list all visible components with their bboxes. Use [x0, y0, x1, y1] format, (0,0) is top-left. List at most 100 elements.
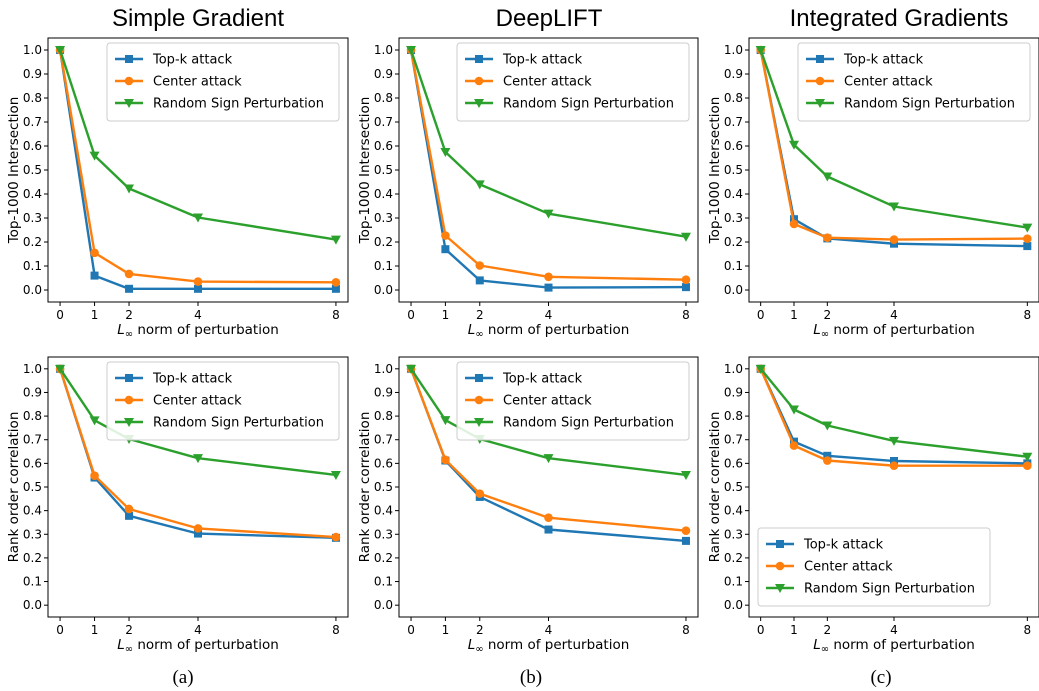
- data-point: [89, 416, 100, 426]
- data-point: [193, 213, 203, 223]
- data-point: [889, 436, 899, 446]
- caption-c: (c): [870, 667, 891, 688]
- x-tick-label: 8: [332, 623, 340, 637]
- y-tick-label: 0.6: [23, 139, 42, 153]
- y-tick-label: 0.6: [724, 139, 743, 153]
- y-tick-label: 0.0: [724, 598, 743, 612]
- y-tick-label: 0.9: [23, 67, 42, 81]
- data-point: [822, 172, 833, 182]
- data-point: [331, 284, 340, 293]
- x-tick-label: 1: [790, 308, 798, 322]
- y-tick-label: 0.4: [23, 504, 42, 518]
- y-tick-label: 0.3: [724, 527, 743, 541]
- series-center-attack: [406, 364, 691, 536]
- legend-label: Top-k attack: [803, 538, 884, 553]
- legend-marker: [125, 55, 133, 63]
- y-tick-label: 0.3: [374, 211, 393, 225]
- legend-marker: [125, 374, 133, 382]
- column-title-simple-gradient: Simple Gradient: [112, 5, 284, 32]
- data-point: [889, 235, 899, 244]
- legend-label: Center attack: [153, 75, 242, 90]
- data-point: [124, 269, 134, 279]
- legend-label: Center attack: [503, 75, 592, 90]
- y-tick-label: 0.8: [23, 91, 42, 105]
- data-point: [755, 46, 766, 55]
- x-tick-label: 0: [757, 308, 765, 322]
- y-tick-label: 0.0: [374, 283, 393, 297]
- y-tick-label: 0.4: [724, 504, 743, 518]
- x-tick-label: 0: [407, 623, 415, 637]
- legend-entry: Top-k attack: [115, 372, 233, 387]
- y-tick-label: 0.2: [374, 235, 393, 249]
- data-point: [475, 489, 485, 498]
- x-tick-label: 4: [545, 308, 553, 322]
- panel-top-integrated-gradients: 0.0 0.1 0.2 0.3 0.4 0.5 0.6 0.7 0.8 0.9 1.0 0 1 2 4 8 L∞…: [707, 37, 1039, 340]
- data-point: [889, 461, 899, 471]
- data-point: [193, 277, 203, 286]
- data-point: [194, 529, 202, 538]
- data-point: [474, 180, 485, 190]
- y-tick-label: 1.0: [23, 362, 42, 376]
- y-tick-label: 0.2: [23, 551, 42, 565]
- data-point: [1022, 223, 1033, 233]
- legend-label: Top-k attack: [502, 372, 583, 387]
- legend-entry: Center attack: [465, 75, 592, 90]
- x-tick-label: 0: [407, 308, 415, 322]
- data-point: [789, 405, 799, 415]
- y-tick-label: 0.6: [23, 456, 42, 470]
- y-axis-label: Rank order correlation: [357, 412, 373, 563]
- legend-entry: Center attack: [115, 394, 242, 409]
- data-point: [125, 284, 134, 293]
- legend-marker: [474, 395, 484, 405]
- x-axis-label: L∞ norm of perturbation: [117, 637, 279, 655]
- y-tick-label: 0.0: [724, 283, 743, 297]
- data-point: [789, 441, 799, 450]
- y-tick-label: 0.1: [23, 575, 42, 589]
- legend-entry: Random Sign Perturbation: [806, 97, 1015, 112]
- x-tick-label: 4: [194, 308, 202, 322]
- column-title-deeplift: DeepLIFT: [496, 5, 603, 32]
- legend-label: Center attack: [503, 394, 592, 409]
- x-tick-label: 1: [91, 623, 99, 637]
- data-point: [681, 283, 690, 292]
- legend-marker: [776, 540, 784, 548]
- legend-label: Center attack: [844, 75, 933, 90]
- data-point: [1023, 242, 1032, 251]
- data-point: [680, 470, 691, 480]
- y-tick-label: 0.2: [724, 551, 743, 565]
- legend: Top-k attack Center attack Random Sign Per…: [106, 361, 340, 441]
- y-tick-label: 0.8: [724, 91, 743, 105]
- y-tick-label: 0.2: [374, 551, 393, 565]
- data-point: [475, 276, 484, 285]
- x-tick-label: 8: [332, 308, 340, 322]
- y-tick-label: 0.8: [23, 409, 42, 423]
- data-point: [406, 46, 417, 55]
- y-tick-label: 0.2: [724, 235, 743, 249]
- data-point: [124, 504, 134, 514]
- data-point: [1022, 452, 1033, 462]
- legend: Top-k attack Center attack Random Sign Per…: [757, 527, 991, 607]
- data-point: [681, 526, 691, 536]
- x-tick-label: 1: [790, 623, 798, 637]
- panel-bottom-integrated-gradients: 0.0 0.1 0.2 0.3 0.4 0.5 0.6 0.7 0.8 0.9 1.0 0 1 2 4 8 L∞…: [707, 356, 1039, 655]
- y-axis-label: Rank order correlation: [6, 412, 22, 563]
- data-point: [822, 421, 833, 431]
- y-tick-label: 0.8: [374, 91, 393, 105]
- caption-a: (a): [172, 667, 193, 688]
- y-tick-label: 0.5: [23, 480, 42, 494]
- legend-entry: Random Sign Perturbation: [115, 416, 324, 431]
- y-tick-label: 0.7: [374, 115, 393, 129]
- data-point: [194, 284, 202, 293]
- panel-bottom-deeplift: 0.0 0.1 0.2 0.3 0.4 0.5 0.6 0.7 0.8 0.9 1.0 0 1 2 4 8 L∞…: [357, 356, 699, 655]
- legend-box: [456, 42, 690, 122]
- legend-entry: Top-k attack: [766, 538, 884, 553]
- data-point: [90, 248, 99, 258]
- data-point: [441, 455, 450, 465]
- x-tick-label: 2: [476, 308, 484, 322]
- y-tick-label: 0.9: [724, 385, 743, 399]
- y-axis-label: Top-1000 Intersection: [707, 97, 723, 245]
- data-point: [1023, 461, 1032, 471]
- x-tick-label: 8: [682, 623, 690, 637]
- y-tick-label: 0.4: [374, 187, 393, 201]
- legend-marker: [475, 374, 483, 382]
